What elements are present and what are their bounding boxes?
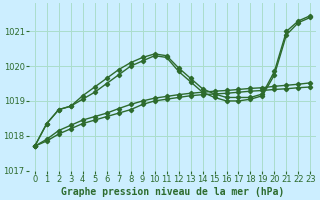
X-axis label: Graphe pression niveau de la mer (hPa): Graphe pression niveau de la mer (hPa) <box>61 186 284 197</box>
